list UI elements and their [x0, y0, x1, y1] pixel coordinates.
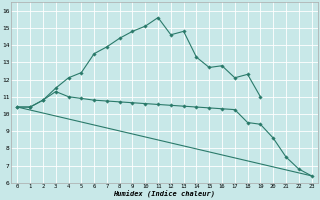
X-axis label: Humidex (Indice chaleur): Humidex (Indice chaleur): [114, 191, 215, 198]
